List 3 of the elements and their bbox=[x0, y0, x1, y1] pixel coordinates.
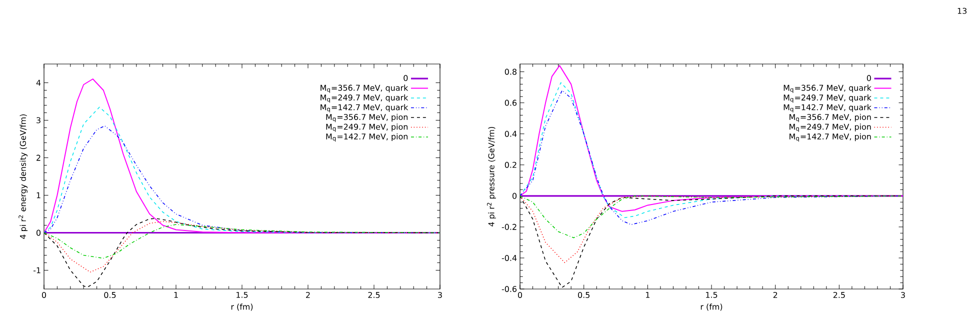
line-series bbox=[44, 224, 440, 259]
line-series bbox=[520, 196, 904, 238]
line-series bbox=[520, 196, 904, 264]
